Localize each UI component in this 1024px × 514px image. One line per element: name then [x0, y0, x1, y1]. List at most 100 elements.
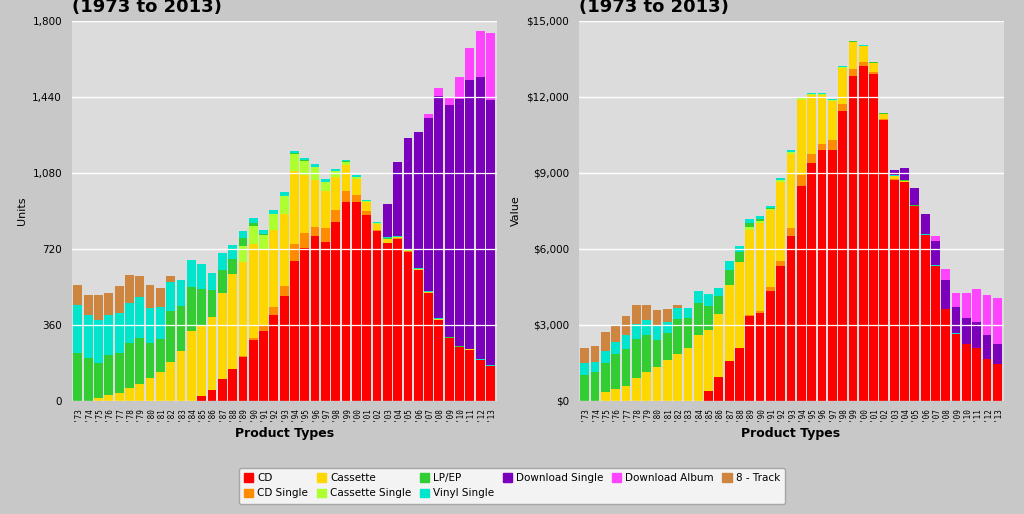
Bar — [839, 68, 847, 104]
Bar — [921, 214, 930, 234]
Bar — [414, 269, 423, 270]
Bar — [115, 286, 124, 313]
Bar — [776, 182, 785, 261]
Bar — [218, 270, 226, 293]
Bar — [300, 248, 309, 401]
Bar — [839, 112, 847, 401]
Bar — [156, 339, 165, 372]
Bar — [476, 360, 484, 401]
Bar — [766, 206, 775, 208]
Bar — [145, 285, 155, 308]
Bar — [166, 362, 175, 401]
Bar — [125, 275, 134, 303]
Bar — [135, 276, 144, 298]
X-axis label: Product Types: Product Types — [234, 427, 334, 439]
Bar — [187, 331, 196, 401]
Bar — [581, 348, 589, 363]
Bar — [931, 241, 940, 265]
Bar — [591, 362, 599, 372]
Bar — [735, 262, 743, 348]
Bar — [983, 359, 991, 401]
Bar — [715, 377, 723, 401]
Bar — [797, 98, 806, 100]
Bar — [786, 236, 796, 401]
Bar — [973, 348, 981, 401]
Bar — [859, 46, 867, 62]
Bar — [290, 154, 299, 171]
Bar — [797, 175, 806, 186]
Bar — [310, 167, 319, 180]
Bar — [756, 218, 765, 221]
Bar — [115, 313, 124, 353]
Bar — [900, 168, 909, 180]
Bar — [652, 326, 662, 340]
Bar — [156, 288, 165, 307]
Bar — [269, 210, 279, 214]
Bar — [208, 390, 216, 401]
Bar — [591, 346, 599, 362]
Bar — [145, 308, 155, 343]
Bar — [642, 320, 651, 335]
Text: Millions of Dollars
(1973 to 2013): Millions of Dollars (1973 to 2013) — [579, 0, 760, 16]
Bar — [797, 100, 806, 175]
Bar — [259, 230, 268, 234]
Bar — [84, 296, 92, 315]
Bar — [218, 253, 226, 270]
Bar — [228, 245, 237, 259]
Bar — [94, 320, 102, 363]
Bar — [756, 311, 765, 314]
Bar — [135, 298, 144, 338]
Bar — [414, 132, 423, 268]
Bar — [249, 226, 258, 244]
Bar — [611, 354, 621, 389]
Legend: CD, CD Single, Cassette, Cassette Single, LP/EP, Vinyl Single, Download Single, : CD, CD Single, Cassette, Cassette Single… — [239, 468, 785, 504]
Bar — [249, 244, 258, 338]
Bar — [414, 270, 423, 401]
Bar — [424, 293, 433, 401]
Bar — [828, 100, 837, 101]
Bar — [756, 216, 765, 218]
Bar — [983, 335, 991, 359]
Bar — [290, 151, 299, 154]
Bar — [735, 252, 743, 262]
Bar — [269, 315, 279, 401]
Bar — [817, 143, 826, 150]
Bar — [756, 223, 765, 311]
Bar — [745, 227, 754, 230]
Bar — [941, 269, 950, 280]
Bar — [249, 340, 258, 401]
Bar — [84, 315, 92, 358]
Bar — [581, 375, 589, 401]
Bar — [115, 393, 124, 401]
Bar — [362, 201, 371, 211]
Bar — [890, 176, 899, 179]
Bar — [694, 290, 702, 303]
Bar — [125, 303, 134, 343]
Bar — [486, 366, 495, 401]
Bar — [632, 339, 641, 378]
Bar — [622, 335, 631, 348]
Bar — [239, 231, 247, 238]
Bar — [332, 177, 340, 210]
Bar — [745, 219, 754, 223]
Bar — [383, 204, 392, 237]
Bar — [869, 72, 878, 74]
Bar — [849, 42, 857, 69]
Bar — [239, 246, 247, 262]
Bar — [145, 343, 155, 378]
Bar — [683, 319, 692, 348]
Bar — [290, 261, 299, 401]
Bar — [352, 195, 360, 202]
Bar — [373, 222, 381, 223]
Bar — [601, 351, 609, 363]
Bar — [817, 93, 826, 94]
Bar — [290, 244, 299, 261]
Bar — [280, 196, 289, 214]
Bar — [228, 369, 237, 401]
Bar — [663, 322, 672, 333]
Bar — [310, 180, 319, 227]
Bar — [373, 230, 381, 231]
Bar — [807, 96, 816, 154]
Bar — [611, 342, 621, 354]
Bar — [403, 252, 413, 401]
